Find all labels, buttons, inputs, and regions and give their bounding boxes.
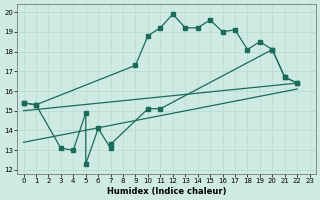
X-axis label: Humidex (Indice chaleur): Humidex (Indice chaleur) [107,187,226,196]
